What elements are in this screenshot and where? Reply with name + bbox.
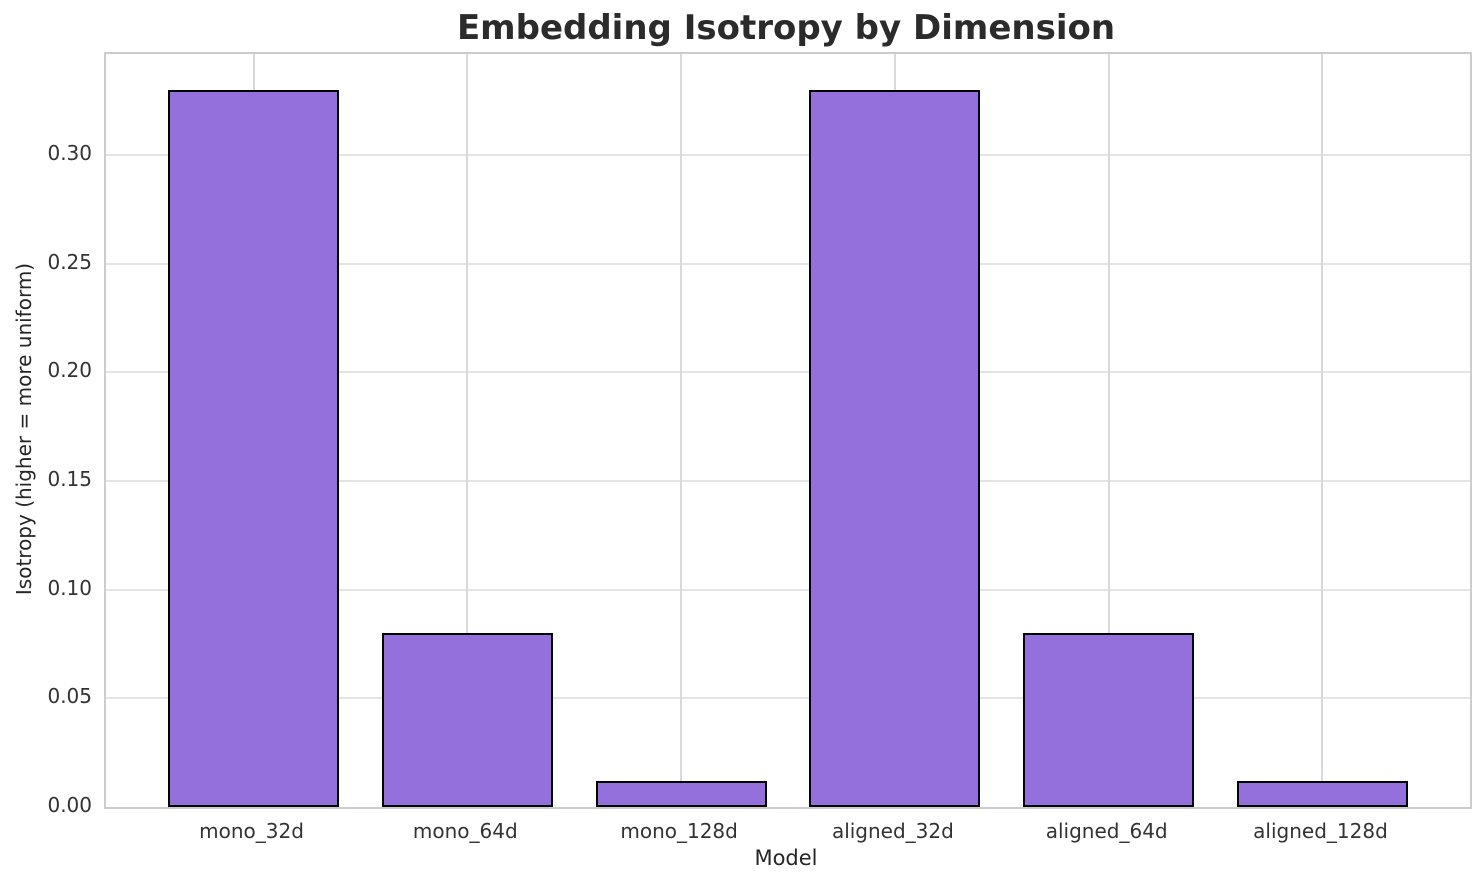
x-axis-label: Model: [754, 846, 818, 870]
x-tick-label-mono_64d: mono_64d: [412, 819, 518, 843]
h-gridline: [106, 480, 1470, 483]
h-gridline: [106, 697, 1470, 700]
bar-aligned_32d: [809, 89, 981, 807]
v-gridline: [1107, 54, 1110, 807]
chart-title: Embedding Isotropy by Dimension: [456, 8, 1116, 48]
x-tick-label-aligned_32d: aligned_32d: [831, 819, 954, 843]
h-gridline: [106, 154, 1470, 157]
x-tick-label-aligned_64d: aligned_64d: [1045, 819, 1168, 843]
v-gridline: [466, 54, 469, 807]
v-gridline: [1321, 54, 1324, 807]
h-gridline: [106, 588, 1470, 591]
y-tick-label: 0.25: [47, 249, 92, 274]
y-tick-label: 0.10: [47, 575, 92, 600]
bar-mono_32d: [168, 89, 340, 807]
h-gridline: [106, 262, 1470, 265]
x-tick-label-mono_128d: mono_128d: [620, 819, 738, 843]
bar-mono_64d: [381, 633, 553, 807]
y-tick-label: 0.20: [47, 358, 92, 383]
h-gridline: [106, 371, 1470, 374]
bar-aligned_64d: [1023, 633, 1195, 807]
y-tick-label: 0.05: [47, 684, 92, 709]
y-tick-label: 0.15: [47, 467, 92, 492]
bar-aligned_128d: [1236, 780, 1408, 807]
y-tick-label: 0.30: [47, 141, 92, 166]
y-tick-label: 0.00: [47, 793, 92, 817]
plot-area: [104, 52, 1472, 809]
v-gridline: [680, 54, 683, 807]
x-tick-label-aligned_128d: aligned_128d: [1253, 819, 1388, 843]
y-axis-label: Isotropy (higher = more uniform): [12, 262, 36, 596]
bar-mono_128d: [595, 780, 767, 807]
x-tick-label-mono_32d: mono_32d: [199, 819, 304, 843]
